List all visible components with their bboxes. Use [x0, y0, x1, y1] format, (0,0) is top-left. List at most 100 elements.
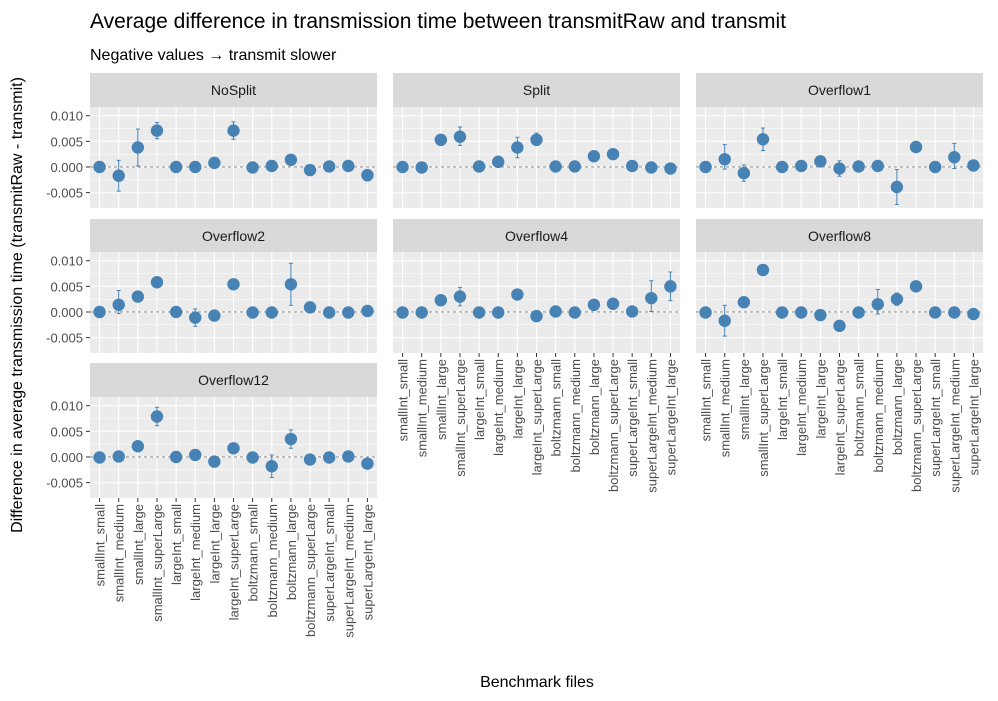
- data-point: [795, 306, 808, 319]
- data-point: [415, 161, 428, 174]
- data-point: [150, 276, 164, 289]
- data-point: [587, 150, 601, 163]
- data-point: [265, 306, 278, 319]
- y-tick-label: 0.000: [50, 450, 83, 465]
- facet-panels: NoSplit -0.005 0.000 0.005 0.010 Split Overflo…: [46, 73, 983, 638]
- facet-label: Overflow8: [808, 228, 871, 244]
- data-point: [93, 305, 106, 319]
- data-point: [284, 153, 298, 167]
- data-point: [756, 133, 770, 146]
- data-point: [303, 163, 317, 177]
- y-tick-label: 0.010: [50, 399, 83, 414]
- x-tick-label: boltzmann_small: [852, 359, 867, 457]
- data-point: [453, 290, 467, 303]
- x-tick-label: superLargeInt_medium: [644, 359, 659, 493]
- data-point: [871, 298, 884, 311]
- x-tick-label: superLargeInt_small: [928, 359, 943, 477]
- data-point: [112, 298, 125, 312]
- data-point: [342, 159, 355, 173]
- facet-strip: [90, 73, 377, 107]
- facet-label: Overflow1: [808, 82, 871, 98]
- data-point: [814, 155, 827, 168]
- x-tick-label: superLargeInt_large: [663, 359, 678, 475]
- panel-split: Split: [393, 73, 680, 208]
- x-tick-label: boltzmann_superLarge: [909, 359, 924, 492]
- x-tick-label: largeInt_small: [169, 504, 184, 585]
- data-point: [718, 314, 731, 327]
- x-tick-label: superLargeInt_large: [360, 504, 375, 620]
- data-point: [112, 450, 125, 463]
- data-point: [396, 160, 409, 174]
- chart-subtitle: Negative values → transmit slower: [90, 47, 337, 64]
- x-tick-label: boltzmann_medium: [265, 504, 280, 617]
- y-axis-title: Difference in average transmission time …: [9, 77, 26, 533]
- data-point: [169, 305, 183, 319]
- data-point: [549, 305, 562, 318]
- data-point: [112, 169, 125, 182]
- x-tick-label: smallInt_superLarge: [150, 504, 165, 622]
- facet-label: Overflow2: [202, 228, 265, 244]
- chart-title: Average difference in transmission time …: [90, 10, 786, 33]
- data-point: [718, 153, 731, 166]
- data-point: [342, 306, 355, 319]
- facet-label: Split: [523, 82, 550, 98]
- data-point: [737, 296, 751, 309]
- data-point: [150, 124, 164, 137]
- y-tick-label: 0.010: [50, 109, 83, 124]
- data-point: [664, 280, 677, 293]
- data-point: [511, 288, 524, 301]
- x-tick-label: superLargeInt_small: [625, 359, 640, 477]
- x-tick-label: superLargeInt_small: [322, 504, 337, 622]
- data-point: [699, 160, 712, 174]
- data-point: [530, 309, 543, 323]
- facet-strip: [696, 73, 983, 107]
- data-point: [246, 306, 259, 319]
- x-tick-label: smallInt_small: [699, 359, 714, 441]
- x-tick-label: boltzmann_large: [890, 359, 905, 455]
- data-point: [208, 156, 221, 170]
- x-tick-label: boltzmann_superLarge: [606, 359, 621, 492]
- data-point: [322, 160, 336, 173]
- x-tick-label: smallInt_large: [737, 359, 752, 440]
- data-point: [322, 306, 336, 319]
- data-point: [131, 290, 145, 303]
- data-point: [530, 133, 543, 147]
- data-point: [549, 160, 562, 173]
- data-point: [795, 159, 808, 173]
- data-point: [265, 460, 278, 473]
- data-point: [453, 130, 467, 143]
- data-point: [511, 141, 524, 154]
- data-point: [150, 410, 164, 423]
- y-tick-label: 0.000: [50, 305, 83, 320]
- facet-label: Overflow12: [198, 372, 269, 388]
- x-tick-label: smallInt_medium: [415, 359, 430, 457]
- y-tick-label: -0.005: [46, 331, 83, 346]
- data-point: [775, 306, 789, 319]
- data-point: [756, 263, 770, 277]
- x-tick-label: smallInt_large: [434, 359, 449, 440]
- x-tick-label: smallInt_large: [131, 504, 146, 585]
- data-point: [625, 159, 639, 173]
- x-tick-label: largeInt_medium: [491, 359, 506, 456]
- data-point: [303, 301, 317, 314]
- panel-overflow2: Overflow2 -0.005 0.000 0.005 0.010: [46, 219, 377, 353]
- facet-strip: [90, 219, 377, 253]
- x-tick-label: smallInt_small: [93, 504, 108, 586]
- x-tick-label: largeInt_medium: [794, 359, 809, 456]
- data-point: [472, 306, 486, 319]
- x-axis-title: Benchmark files: [480, 674, 594, 691]
- x-tick-label: boltzmann_superLarge: [303, 504, 318, 637]
- data-point: [361, 304, 374, 318]
- x-tick-label: largeInt_superLarge: [833, 359, 848, 475]
- y-tick-label: -0.005: [46, 186, 83, 201]
- x-tick-label: largeInt_superLarge: [530, 359, 545, 475]
- x-tick-label: largeInt_large: [813, 359, 828, 439]
- data-point: [434, 133, 448, 147]
- data-point: [587, 298, 601, 312]
- data-point: [625, 305, 639, 318]
- y-tick-label: 0.000: [50, 160, 83, 175]
- x-tick-label: boltzmann_small: [246, 504, 261, 602]
- data-point: [342, 450, 355, 463]
- data-point: [322, 451, 336, 464]
- panel-overflow1: Overflow1: [696, 73, 983, 208]
